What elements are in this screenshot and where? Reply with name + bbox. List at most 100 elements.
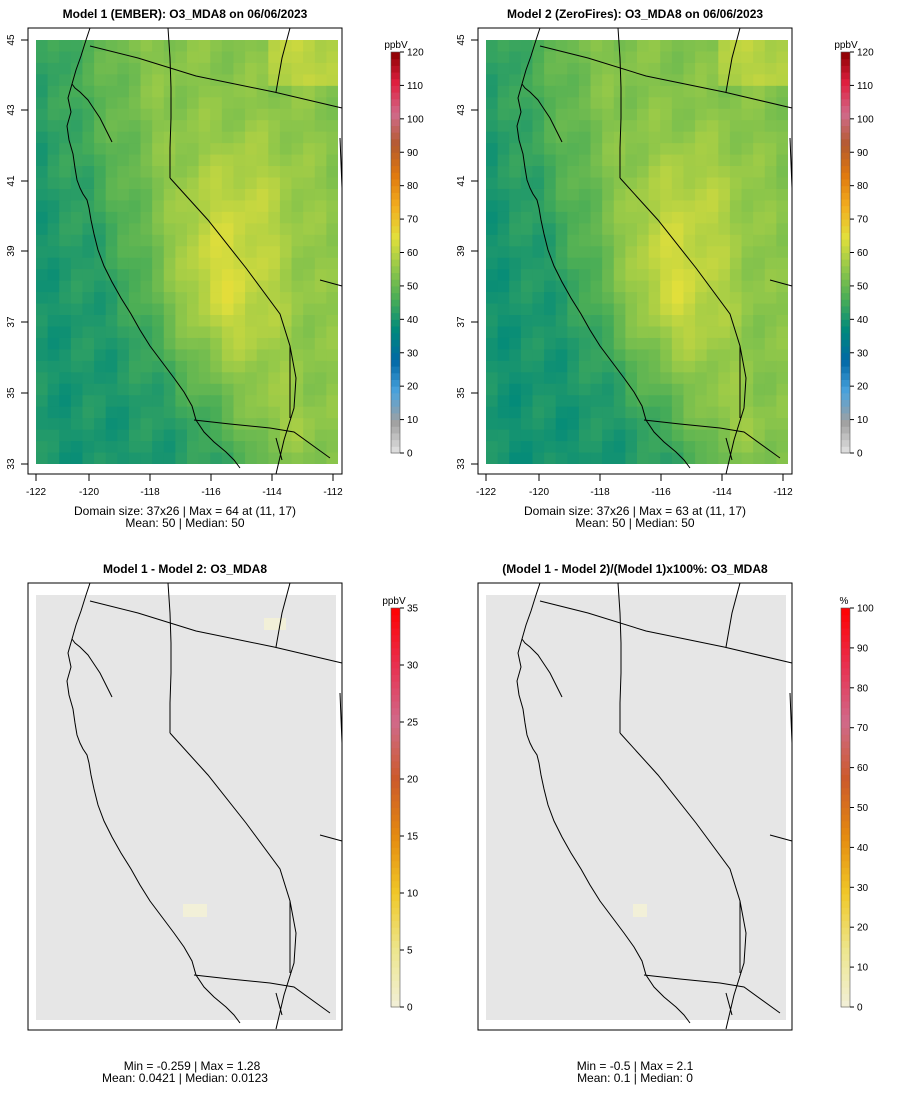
stats-line-2: Mean: 0.0421 | Median: 0.0123	[102, 1071, 268, 1085]
heatmap-cell	[683, 211, 696, 224]
heatmap-cell	[221, 315, 235, 328]
heatmap-cell	[486, 177, 499, 190]
heatmap-cell	[613, 74, 626, 87]
heatmap-cell	[314, 108, 327, 121]
heatmap-cell	[544, 246, 557, 259]
heatmap-cell	[729, 372, 743, 385]
heatmap-cell	[279, 200, 293, 213]
heatmap-cell	[567, 200, 580, 213]
heatmap-cell	[509, 211, 522, 224]
heatmap-cell	[256, 166, 269, 179]
colorbar-tick-label: 50	[857, 281, 869, 292]
heatmap-cell	[555, 418, 568, 431]
heatmap-cell	[741, 120, 754, 133]
heatmap-cell	[163, 257, 176, 270]
colorbar-segment	[841, 359, 850, 367]
heatmap-cell	[291, 372, 304, 385]
heatmap-cell	[152, 452, 165, 464]
heatmap-cell	[303, 292, 316, 305]
heatmap-cell	[625, 108, 638, 121]
heatmap-cell	[660, 406, 673, 419]
heatmap-cell	[776, 234, 788, 247]
heatmap-cell	[544, 200, 557, 213]
heatmap-cell	[314, 269, 327, 282]
heatmap-cell	[210, 143, 223, 156]
heatmap-cell	[637, 51, 650, 64]
colorbar-segment	[391, 893, 400, 902]
colorbar-segment	[391, 627, 400, 636]
colorbar-tick-label: 90	[857, 148, 869, 159]
heatmap-cell	[695, 280, 708, 293]
heatmap-cell	[94, 211, 107, 224]
heatmap-cell	[776, 418, 788, 431]
heatmap-cell	[314, 211, 327, 224]
colorbar-segment	[391, 814, 400, 822]
heatmap-cell	[303, 246, 316, 259]
heatmap-cell	[36, 383, 49, 396]
heatmap-cell	[637, 280, 650, 293]
colorbar-tick-label: 120	[407, 48, 424, 59]
heatmap-cell	[105, 395, 118, 408]
heatmap-cell	[326, 441, 338, 454]
colorbar-segment	[391, 392, 400, 401]
heatmap-cell	[613, 395, 626, 408]
heatmap-cell	[660, 315, 673, 328]
heatmap-cell	[163, 418, 176, 431]
heatmap-cell	[671, 326, 685, 339]
heatmap-cell	[117, 383, 130, 396]
heatmap-cell	[94, 200, 107, 213]
colorbar-segment	[841, 780, 850, 789]
heatmap-cell	[520, 154, 534, 167]
heatmap-cell	[36, 40, 49, 53]
heatmap-cell	[520, 223, 534, 236]
heatmap-cell	[117, 143, 130, 156]
heatmap-cell	[590, 326, 603, 339]
heatmap-cell	[314, 62, 327, 75]
heatmap-cell	[233, 154, 246, 167]
heatmap-cell	[233, 120, 246, 133]
heatmap-cell	[509, 418, 522, 431]
heatmap-cell	[741, 349, 754, 362]
heatmap-cell	[175, 441, 188, 454]
heatmap-cell	[695, 418, 708, 431]
heatmap-cell	[256, 326, 269, 339]
heatmap-cell	[314, 154, 327, 167]
heatmap-cell	[245, 315, 258, 328]
heatmap-cell	[175, 326, 188, 339]
heatmap-cell	[555, 372, 568, 385]
heatmap-cell	[47, 418, 60, 431]
heatmap-cell	[532, 51, 545, 64]
heatmap-cell	[567, 292, 580, 305]
colorbar-segment	[841, 614, 850, 622]
heatmap-cell	[198, 108, 211, 121]
heatmap-cell	[140, 360, 153, 373]
colorbar-segment	[841, 900, 850, 908]
heatmap-cell	[555, 40, 568, 53]
heatmap-cell	[187, 246, 200, 259]
heatmap-cell	[245, 62, 258, 75]
heatmap-cell	[683, 383, 696, 396]
heatmap-cell	[637, 154, 650, 167]
heatmap-cell	[291, 292, 304, 305]
heatmap-cell	[532, 406, 545, 419]
heatmap-cell	[509, 223, 522, 236]
heatmap-cell	[256, 303, 269, 316]
heatmap-cell	[648, 326, 661, 339]
heatmap-cell	[221, 188, 235, 202]
heatmap-cell	[671, 406, 685, 419]
heatmap-cell	[163, 441, 176, 454]
heatmap-cell	[497, 269, 510, 282]
colorbar-tick-label: 10	[407, 889, 419, 900]
heatmap-cell	[47, 51, 60, 64]
heatmap-cell	[198, 337, 211, 351]
heatmap-cell	[268, 200, 281, 213]
heatmap-cell	[221, 406, 235, 419]
heatmap-cell	[648, 349, 661, 362]
heatmap-cell	[47, 85, 60, 98]
heatmap-cell	[637, 143, 650, 156]
x-tick-label: -118	[590, 487, 610, 498]
heatmap-cell	[175, 269, 188, 282]
heatmap-cell	[497, 120, 510, 133]
heatmap-cell	[105, 406, 118, 419]
heatmap-cell	[187, 372, 200, 385]
